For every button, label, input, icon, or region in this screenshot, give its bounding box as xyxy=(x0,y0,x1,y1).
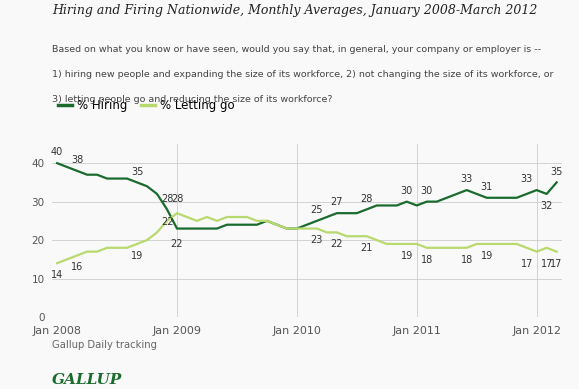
Text: 17: 17 xyxy=(521,259,533,268)
Text: 19: 19 xyxy=(131,251,143,261)
Text: 35: 35 xyxy=(551,166,563,177)
Text: 28: 28 xyxy=(361,194,373,203)
Text: 22: 22 xyxy=(331,239,343,249)
Legend: % Hiring, % Letting go: % Hiring, % Letting go xyxy=(53,95,239,117)
Text: Based on what you know or have seen, would you say that, in general, your compan: Based on what you know or have seen, wou… xyxy=(52,45,541,54)
Text: 32: 32 xyxy=(540,201,553,211)
Text: Gallup Daily tracking: Gallup Daily tracking xyxy=(52,340,157,350)
Text: 28: 28 xyxy=(161,194,173,203)
Text: 22: 22 xyxy=(171,239,183,249)
Text: 19: 19 xyxy=(401,251,413,261)
Text: 18: 18 xyxy=(460,255,473,265)
Text: 1) hiring new people and expanding the size of its workforce, 2) not changing th: 1) hiring new people and expanding the s… xyxy=(52,70,554,79)
Text: 35: 35 xyxy=(131,166,143,177)
Text: 22: 22 xyxy=(161,217,173,227)
Text: Hiring and Firing Nationwide, Monthly Averages, January 2008-March 2012: Hiring and Firing Nationwide, Monthly Av… xyxy=(52,4,537,17)
Text: 30: 30 xyxy=(401,186,413,196)
Text: GALLUP: GALLUP xyxy=(52,373,122,387)
Text: 33: 33 xyxy=(521,174,533,184)
Text: 28: 28 xyxy=(171,194,183,203)
Text: 21: 21 xyxy=(361,243,373,253)
Text: 25: 25 xyxy=(310,205,323,215)
Text: 16: 16 xyxy=(71,263,83,272)
Text: 31: 31 xyxy=(481,182,493,192)
Text: 38: 38 xyxy=(71,155,83,165)
Text: 17: 17 xyxy=(540,259,553,268)
Text: 30: 30 xyxy=(420,186,433,196)
Text: 27: 27 xyxy=(331,197,343,207)
Text: 17: 17 xyxy=(551,259,563,268)
Text: 23: 23 xyxy=(311,235,323,245)
Text: 18: 18 xyxy=(420,255,433,265)
Text: 33: 33 xyxy=(460,174,473,184)
Text: 3) letting people go and reducing the size of its workforce?: 3) letting people go and reducing the si… xyxy=(52,95,332,104)
Text: 40: 40 xyxy=(51,147,63,158)
Text: 14: 14 xyxy=(51,270,63,280)
Text: 19: 19 xyxy=(481,251,493,261)
